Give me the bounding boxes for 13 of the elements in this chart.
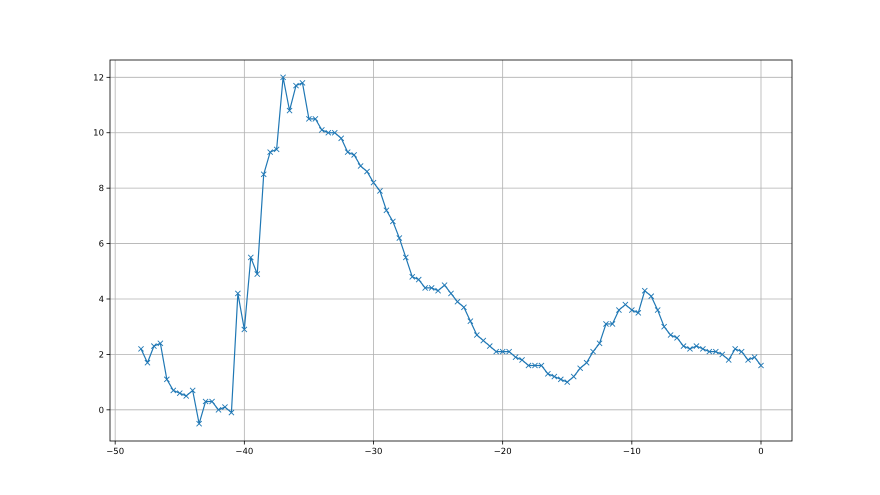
- y-tick-label: 12: [93, 73, 104, 84]
- x-tick-label: −50: [106, 447, 124, 457]
- y-tick-label: 2: [98, 350, 104, 360]
- x-tick-label: −30: [364, 447, 382, 457]
- x-tick-label: −40: [235, 447, 254, 457]
- y-tick-label: 10: [93, 128, 104, 139]
- x-tick-label: 0: [758, 447, 764, 457]
- y-tick-label: 4: [98, 294, 104, 305]
- y-tick-label: 8: [98, 184, 104, 194]
- x-tick-label: −10: [622, 447, 641, 457]
- x-tick-label: −20: [494, 447, 512, 457]
- y-tick-label: 0: [98, 406, 104, 416]
- y-tick-label: 6: [98, 240, 104, 250]
